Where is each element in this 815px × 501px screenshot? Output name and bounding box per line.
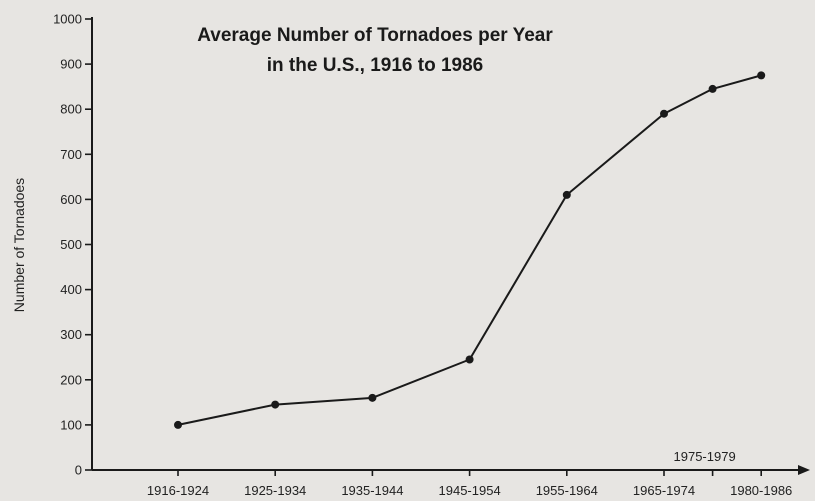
data-point	[562, 190, 571, 199]
x-tick-label: 1916-1924	[147, 483, 209, 498]
y-tick-label: 900	[60, 57, 82, 72]
y-tick-label: 600	[60, 192, 82, 207]
x-tick-label: 1955-1964	[536, 483, 598, 498]
data-point	[465, 355, 474, 364]
y-tick-label: 0	[75, 463, 82, 478]
x-tick-label: 1965-1974	[633, 483, 695, 498]
y-tick-label: 1000	[53, 12, 82, 27]
x-axis-arrow-icon	[798, 465, 810, 475]
series-line	[177, 74, 762, 426]
chart-title-line-1: Average Number of Tornadoes per Year	[197, 25, 553, 46]
x-tick-label: 1980-1986	[730, 483, 792, 498]
y-tick-label: 500	[60, 237, 82, 252]
y-tick-label: 100	[60, 417, 82, 432]
data-point	[660, 109, 668, 118]
x-tick-label: 1945-1954	[439, 483, 501, 498]
y-tick-label: 300	[60, 327, 82, 342]
y-tick-label: 200	[60, 372, 82, 387]
data-point	[271, 400, 280, 409]
x-tick-label: 1935-1944	[341, 483, 403, 498]
plot-area	[174, 71, 766, 429]
data-point	[174, 420, 182, 429]
annotation-label: 1975-1979	[674, 449, 736, 464]
x-tick-label: 1925-1934	[244, 483, 306, 498]
y-axis-title: Number of Tornadoes	[11, 178, 27, 312]
data-point	[368, 393, 377, 402]
y-tick-label: 800	[60, 102, 82, 117]
chart-title-line-2: in the U.S., 1916 to 1986	[267, 55, 483, 76]
y-tick-label: 400	[60, 282, 82, 297]
y-tick-label: 700	[60, 147, 82, 162]
data-point	[708, 84, 717, 93]
data-point	[757, 71, 766, 80]
axes: 0 100 200 300 400 500 600 700 800 900 1000 1916-192…	[53, 12, 810, 498]
